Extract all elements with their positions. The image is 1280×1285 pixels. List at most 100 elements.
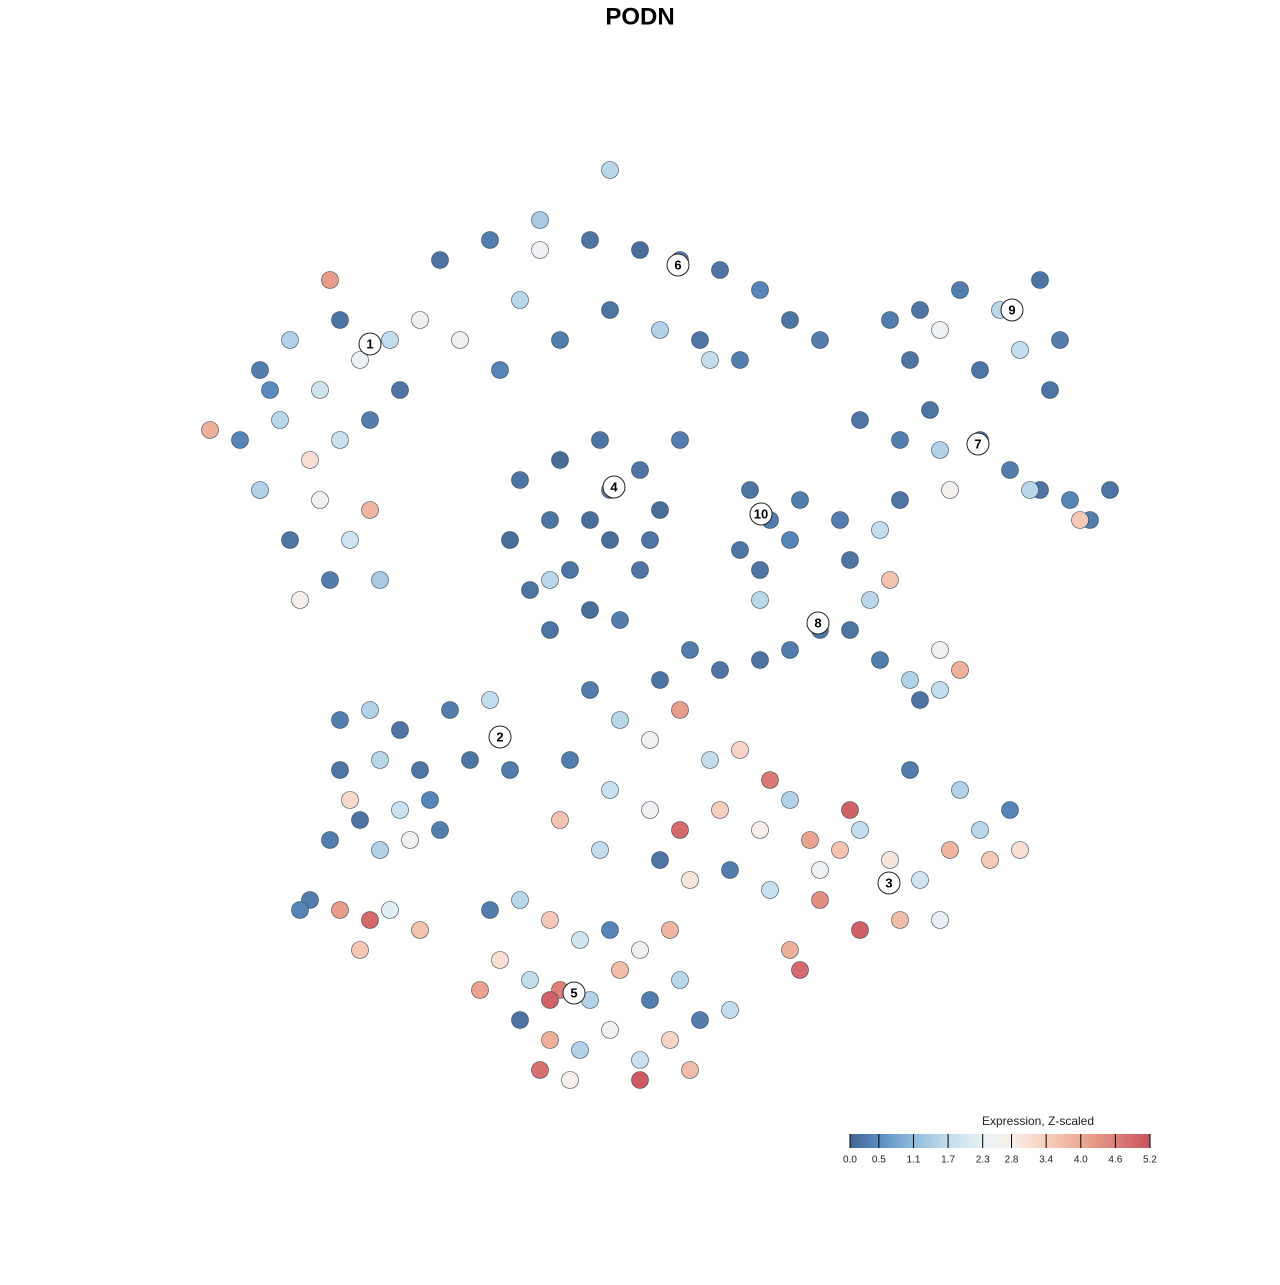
point xyxy=(491,951,509,969)
point xyxy=(911,691,929,709)
colorbar-tick-label: 1.1 xyxy=(907,1155,921,1166)
point xyxy=(321,271,339,289)
point xyxy=(801,831,819,849)
point xyxy=(391,721,409,739)
point xyxy=(1061,491,1079,509)
cluster-label: 1 xyxy=(366,336,373,351)
point xyxy=(351,941,369,959)
point xyxy=(351,351,369,369)
point xyxy=(951,281,969,299)
point xyxy=(351,811,369,829)
point xyxy=(581,511,599,529)
cluster-label: 6 xyxy=(674,257,681,272)
point xyxy=(931,681,949,699)
point xyxy=(541,571,559,589)
point xyxy=(571,931,589,949)
point xyxy=(611,711,629,729)
point xyxy=(401,831,419,849)
point xyxy=(301,451,319,469)
point xyxy=(631,561,649,579)
point xyxy=(361,701,379,719)
point xyxy=(691,1011,709,1029)
point xyxy=(411,761,429,779)
cluster-labels: 1 6 4 9 7 10 8 2 3 5 xyxy=(358,253,1024,1005)
point xyxy=(691,331,709,349)
point xyxy=(531,241,549,259)
cluster-marker xyxy=(877,871,901,895)
point xyxy=(601,531,619,549)
point xyxy=(641,991,659,1009)
point xyxy=(341,791,359,809)
point xyxy=(231,431,249,449)
cluster-label: 7 xyxy=(974,436,981,451)
point xyxy=(881,571,899,589)
point xyxy=(701,351,719,369)
point xyxy=(741,481,759,499)
point xyxy=(561,1071,579,1089)
point xyxy=(551,451,569,469)
point xyxy=(331,311,349,329)
point xyxy=(511,291,529,309)
point xyxy=(831,511,849,529)
point xyxy=(671,701,689,719)
point xyxy=(791,491,809,509)
point xyxy=(931,321,949,339)
point xyxy=(1011,841,1029,859)
point xyxy=(711,261,729,279)
point xyxy=(931,441,949,459)
point xyxy=(901,671,919,689)
point xyxy=(341,531,359,549)
point xyxy=(651,501,669,519)
point xyxy=(601,921,619,939)
point xyxy=(681,871,699,889)
point xyxy=(731,541,749,559)
point xyxy=(561,561,579,579)
point xyxy=(651,851,669,869)
point xyxy=(641,801,659,819)
point xyxy=(631,1071,649,1089)
point xyxy=(541,621,559,639)
point xyxy=(681,641,699,659)
point xyxy=(491,361,509,379)
point xyxy=(631,941,649,959)
point xyxy=(311,491,329,509)
point xyxy=(481,691,499,709)
colorbar-tick-label: 0.5 xyxy=(872,1155,886,1166)
point xyxy=(891,431,909,449)
point xyxy=(291,591,309,609)
cluster-marker xyxy=(602,475,626,499)
point xyxy=(631,1051,649,1069)
point xyxy=(361,411,379,429)
point xyxy=(971,361,989,379)
point xyxy=(551,811,569,829)
point xyxy=(581,231,599,249)
point xyxy=(721,861,739,879)
colorbar-tick-label: 2.3 xyxy=(976,1155,990,1166)
point xyxy=(851,411,869,429)
point xyxy=(871,651,889,669)
colorbar: Expression, Z-scaled 0.0 0.5 1.1 1.7 2.3 2.8 3… xyxy=(843,1114,1157,1165)
point xyxy=(381,901,399,919)
point xyxy=(941,481,959,499)
point xyxy=(951,781,969,799)
cluster-marker xyxy=(806,611,830,635)
point xyxy=(671,431,689,449)
cluster-label: 4 xyxy=(610,479,618,494)
point xyxy=(811,331,829,349)
point xyxy=(831,841,849,859)
point xyxy=(601,781,619,799)
point xyxy=(751,651,769,669)
point xyxy=(281,531,299,549)
point xyxy=(551,331,569,349)
point xyxy=(651,321,669,339)
point xyxy=(441,701,459,719)
cluster-label: 8 xyxy=(814,615,821,630)
point xyxy=(1001,461,1019,479)
point xyxy=(331,761,349,779)
point xyxy=(511,471,529,489)
point xyxy=(891,911,909,929)
cluster-marker xyxy=(1000,298,1024,322)
point xyxy=(531,211,549,229)
point xyxy=(201,421,219,439)
